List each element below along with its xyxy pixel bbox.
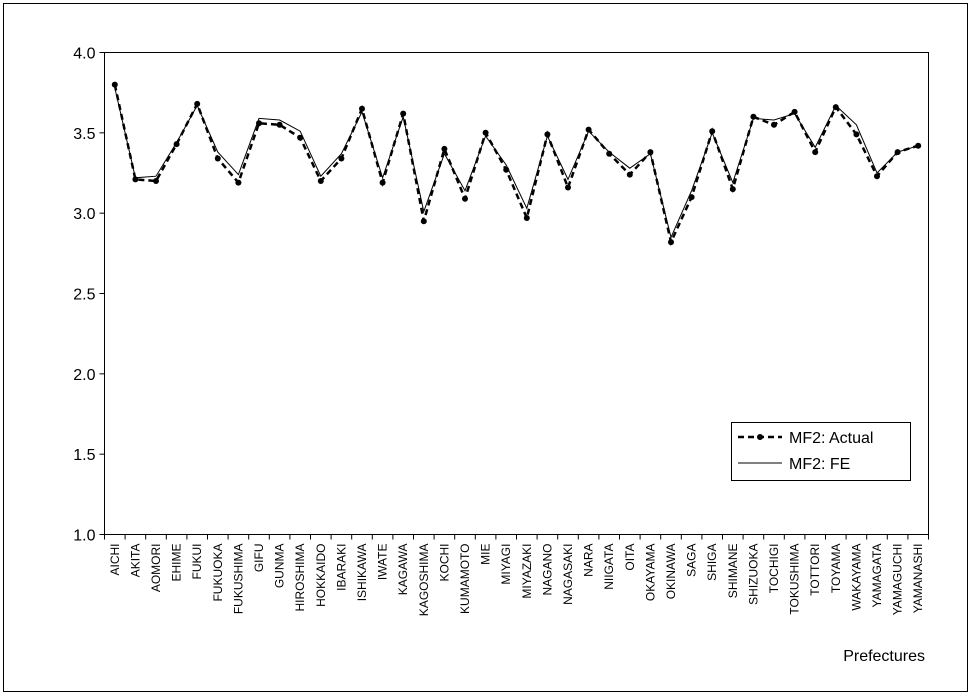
x-tick-label: SHIZUOKA <box>746 544 760 605</box>
data-point-actual <box>668 239 674 246</box>
x-tick-label: TOKUSHIMA <box>788 544 802 615</box>
x-tick-label: IWATE <box>376 544 390 581</box>
y-tick-label: 3.0 <box>73 206 95 223</box>
x-tick-label: YAMAGATA <box>870 544 884 608</box>
legend-label-fe: MF2: FE <box>789 456 850 473</box>
x-tick-label: NIIGATA <box>602 544 616 590</box>
x-tick-label: KOCHI <box>437 544 451 582</box>
data-point-actual <box>812 149 819 156</box>
data-point-actual <box>647 149 654 156</box>
x-tick-label: AICHI <box>108 544 122 576</box>
data-point-actual <box>709 128 716 135</box>
data-point-actual <box>276 121 283 128</box>
data-point-actual <box>523 215 530 221</box>
data-point-actual <box>791 108 798 115</box>
data-point-actual <box>482 129 489 136</box>
x-tick-label: SAGA <box>685 544 699 577</box>
data-point-actual <box>194 100 201 107</box>
outer-frame <box>3 3 968 692</box>
x-tick-label: SHIMANE <box>726 544 740 599</box>
x-tick-label: ISHIKAWA <box>355 544 369 602</box>
x-tick-label: OKAYAMA <box>643 544 657 602</box>
x-tick-label: GIFU <box>252 544 266 573</box>
data-point-actual <box>894 149 901 156</box>
data-point-actual <box>400 110 407 117</box>
data-point-actual <box>832 104 839 111</box>
data-point-actual <box>606 150 613 157</box>
data-point-actual <box>565 184 571 191</box>
legend-box <box>731 422 911 481</box>
data-point-actual <box>132 176 139 183</box>
x-tick-label: GUNMA <box>273 544 287 589</box>
x-tick-label: FUKUOKA <box>211 544 225 602</box>
x-tick-label: YAMANASHI <box>911 544 925 614</box>
data-point-actual <box>214 155 221 162</box>
data-point-actual <box>462 195 468 202</box>
data-point-actual <box>750 113 757 120</box>
x-tick-label: KAGOSHIMA <box>417 544 431 617</box>
x-tick-label: MIE <box>479 544 493 565</box>
data-point-actual <box>420 218 427 225</box>
x-tick-label: YAMAGUCHI <box>891 544 905 616</box>
y-tick-label: 3.5 <box>73 126 95 143</box>
data-point-actual <box>853 131 860 138</box>
x-tick-label: OITA <box>623 544 637 571</box>
x-tick-label: NAGANO <box>540 544 554 596</box>
data-point-actual <box>235 179 242 186</box>
x-tick-label: FUKUSHIMA <box>231 544 245 615</box>
y-tick-label: 4.0 <box>73 46 95 63</box>
data-point-actual <box>771 121 777 128</box>
data-point-actual <box>153 178 159 184</box>
x-tick-label: AOMORI <box>149 544 163 593</box>
data-point-actual <box>874 173 880 180</box>
x-tick-label: SHIGA <box>705 544 719 581</box>
data-point-actual <box>441 145 448 152</box>
data-point-actual <box>173 141 180 148</box>
x-tick-label: NAGASAKI <box>561 544 575 605</box>
data-point-actual <box>111 81 118 88</box>
x-tick-label: TOCHIGI <box>767 544 781 594</box>
legend-label-actual: MF2: Actual <box>789 430 873 447</box>
x-tick-label: IBARAKI <box>334 544 348 591</box>
x-tick-label: TOYAMA <box>829 544 843 594</box>
y-tick-label: 2.5 <box>73 287 95 304</box>
x-tick-label: NARA <box>582 544 596 577</box>
y-tick-label: 2.0 <box>73 367 95 384</box>
data-point-actual <box>379 179 386 186</box>
legend: MF2: Actual MF2: FE <box>731 422 911 481</box>
data-point-actual <box>544 131 551 138</box>
data-point-actual <box>317 178 324 184</box>
data-point-actual <box>729 186 736 193</box>
x-axis-label: Prefectures <box>843 648 925 665</box>
x-tick-label: MIYAZAKI <box>520 544 534 599</box>
data-point-actual <box>338 155 345 162</box>
x-tick-label: EHIME <box>170 544 184 582</box>
x-tick-label: TOTTORI <box>808 544 822 596</box>
data-point-actual <box>626 171 633 178</box>
x-tick-label: FUKUI <box>190 544 204 580</box>
series-line-fe <box>114 87 919 239</box>
data-point-actual <box>915 142 922 149</box>
data-point-actual <box>503 166 510 173</box>
x-tick-label: HIROSHIMA <box>293 544 307 612</box>
data-point-actual <box>359 105 365 112</box>
x-tick-label: KAGAWA <box>396 544 410 596</box>
data-point-actual <box>297 134 304 141</box>
data-point-actual <box>585 126 592 133</box>
series-line-actual <box>113 84 919 246</box>
x-tick-label: HOKKAIDO <box>314 544 328 607</box>
data-point-actual <box>256 120 262 127</box>
x-tick-label: OKINAWA <box>664 544 678 600</box>
y-tick-label: 1.5 <box>73 447 95 464</box>
legend-marker-actual <box>757 434 763 440</box>
x-tick-label: MIYAGI <box>499 544 513 585</box>
y-tick-label: 1.0 <box>73 528 95 545</box>
x-tick-label: AKITA <box>128 544 142 578</box>
x-tick-label: WAKAYAMA <box>849 544 863 611</box>
data-point-actual <box>688 194 695 201</box>
x-tick-label: KUMAMOTO <box>458 544 472 614</box>
